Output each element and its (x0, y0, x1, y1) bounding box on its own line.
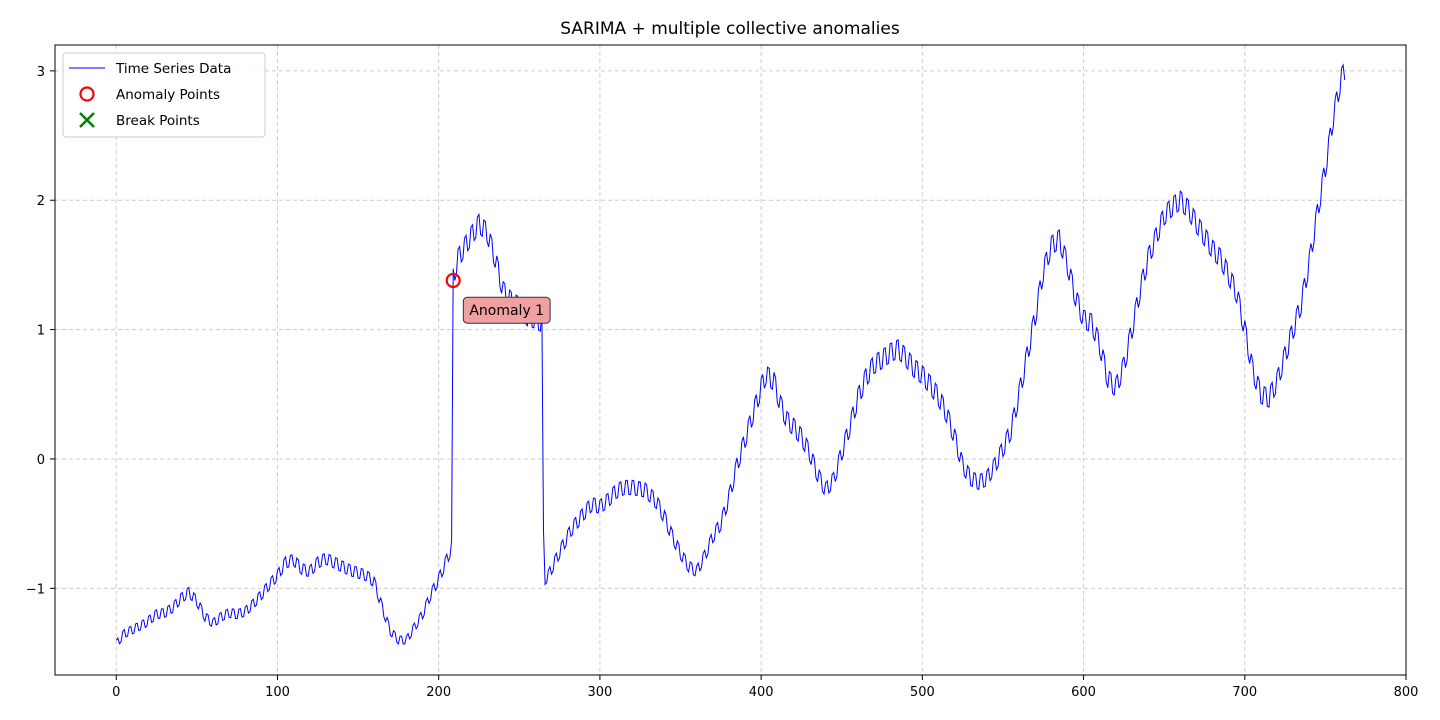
chart-title: SARIMA + multiple collective anomalies (560, 19, 900, 39)
legend-frame (62, 52, 266, 138)
marker-layer (445, 272, 461, 289)
axes-frame (54, 44, 1407, 676)
y-tick-label: 3 (37, 65, 45, 80)
x-tick-label: 400 (749, 685, 774, 700)
series-layer (115, 63, 1346, 646)
x-tick-label: 0 (112, 685, 120, 700)
x-tick-label: 100 (265, 685, 290, 700)
legend: Time Series Data Anomaly Points Break Poin… (62, 52, 266, 138)
x-tick-label: 600 (1071, 685, 1096, 700)
x-tick-label: 800 (1394, 685, 1419, 700)
y-tick-label: 1 (37, 324, 45, 339)
annotation-box (462, 296, 551, 324)
annotation-label: Anomaly 1 (469, 303, 544, 319)
x-tick-label: 300 (588, 685, 613, 700)
y-tick-label: 2 (37, 194, 45, 209)
legend-label: Anomaly Points (116, 87, 220, 103)
y-tick-label: −1 (26, 582, 45, 597)
y-tick-label: 0 (37, 453, 45, 468)
x-tick-label: 700 (1232, 685, 1257, 700)
legend-label: Break Points (116, 113, 200, 129)
axis-ticks: 0 100 200 300 400 500 600 700 800 −1 0 1 2 3 (26, 65, 1419, 700)
legend-circle-swatch (79, 86, 95, 102)
annotation-layer: Anomaly 1 (462, 296, 551, 324)
legend-x-swatch (79, 112, 95, 128)
anomaly-point-marker (445, 272, 461, 289)
x-tick-label: 500 (910, 685, 935, 700)
legend-label: Time Series Data (115, 61, 231, 77)
series-line-time-series-data (115, 63, 1346, 646)
x-tick-label: 200 (426, 685, 451, 700)
